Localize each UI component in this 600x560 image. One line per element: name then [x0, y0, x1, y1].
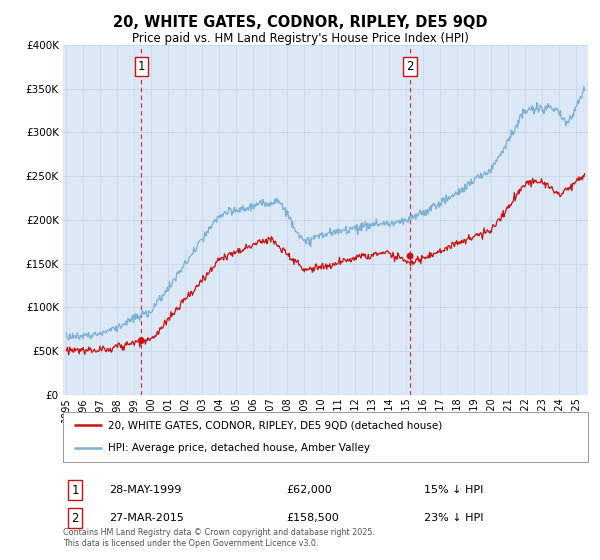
Text: 2: 2: [71, 511, 79, 525]
Text: 20, WHITE GATES, CODNOR, RIPLEY, DE5 9QD (detached house): 20, WHITE GATES, CODNOR, RIPLEY, DE5 9QD…: [107, 420, 442, 430]
Point: [406, 251, 415, 260]
Text: £62,000: £62,000: [286, 485, 332, 495]
Text: HPI: Average price, detached house, Amber Valley: HPI: Average price, detached house, Ambe…: [107, 444, 370, 454]
Text: Price paid vs. HM Land Registry's House Price Index (HPI): Price paid vs. HM Land Registry's House …: [131, 32, 469, 45]
Text: 2: 2: [406, 60, 414, 73]
Point: [137, 336, 146, 345]
Text: 15% ↓ HPI: 15% ↓ HPI: [424, 485, 484, 495]
Text: 1: 1: [71, 483, 79, 497]
Text: 20, WHITE GATES, CODNOR, RIPLEY, DE5 9QD: 20, WHITE GATES, CODNOR, RIPLEY, DE5 9QD: [113, 15, 487, 30]
Text: 28-MAY-1999: 28-MAY-1999: [109, 485, 182, 495]
Text: 27-MAR-2015: 27-MAR-2015: [109, 513, 184, 523]
Text: 1: 1: [137, 60, 145, 73]
Text: 23% ↓ HPI: 23% ↓ HPI: [424, 513, 484, 523]
Text: £158,500: £158,500: [286, 513, 339, 523]
Text: Contains HM Land Registry data © Crown copyright and database right 2025.
This d: Contains HM Land Registry data © Crown c…: [63, 528, 375, 548]
